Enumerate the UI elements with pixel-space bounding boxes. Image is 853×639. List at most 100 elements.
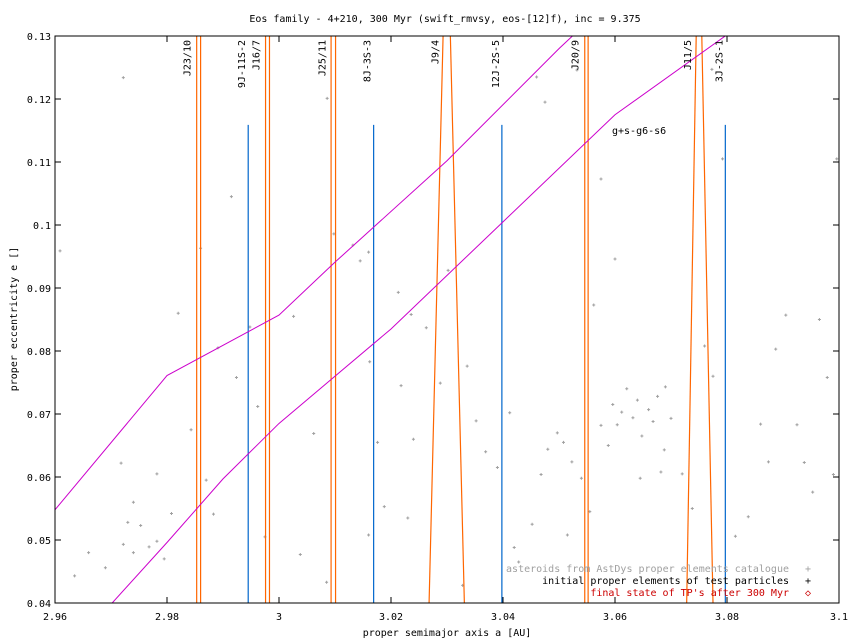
asteroid-point (155, 539, 159, 543)
asteroid-point (831, 472, 835, 476)
asteroid-point (121, 76, 125, 80)
asteroid-point (162, 557, 166, 561)
asteroid-point (358, 259, 362, 263)
asteroid-point (546, 447, 550, 451)
x-tick-label: 3.04 (491, 612, 515, 623)
legend-label: asteroids from AstDys proper elements ca… (506, 564, 789, 575)
asteroid-point (438, 381, 442, 385)
y-tick-label: 0.05 (27, 536, 51, 547)
asteroid-point (73, 574, 77, 578)
asteroid-point (535, 75, 539, 79)
asteroid-point (579, 476, 583, 480)
y-tick-label: 0.11 (27, 158, 51, 169)
asteroid-point (703, 344, 707, 348)
asteroid-point (119, 461, 123, 465)
mmr-left-boundary (428, 36, 444, 603)
x-tick-label: 2.98 (155, 612, 179, 623)
asteroid-point (802, 461, 806, 465)
asteroid-point (399, 384, 403, 388)
asteroid-point (382, 505, 386, 509)
plot-frame (54, 35, 840, 604)
legend-label: initial proper elements of test particle… (542, 576, 789, 587)
asteroid-point (647, 408, 651, 412)
asteroid-point (211, 512, 215, 516)
asteroid-point (396, 290, 400, 294)
x-tick-label: 3.02 (379, 612, 403, 623)
asteroid-point (599, 177, 603, 181)
asteroid-point (620, 410, 624, 414)
asteroid-point (131, 551, 135, 555)
asteroid-point (570, 460, 574, 464)
mmr-label: J23/10 (183, 40, 194, 76)
asteroid-point (680, 472, 684, 476)
asteroid-point (367, 250, 371, 254)
asteroid-point (625, 387, 629, 391)
asteroid-point (368, 360, 372, 364)
asteroid-point (656, 394, 660, 398)
asteroid-point (662, 448, 666, 452)
asteroid-point (710, 67, 714, 71)
asteroid-point (711, 374, 715, 378)
asteroid-point (298, 552, 302, 556)
asteroid-point (640, 434, 644, 438)
asteroid-point (376, 440, 380, 444)
x-tick-label: 2.96 (43, 612, 67, 623)
asteroid-point (131, 500, 135, 504)
asteroid-point (759, 422, 763, 426)
y-tick-label: 0.08 (27, 347, 51, 358)
mmr-left-boundary (686, 36, 697, 603)
asteroid-point (575, 68, 579, 72)
asteroid-point (784, 313, 788, 317)
asteroid-point (746, 515, 750, 519)
three-body-label: 8J-3S-3 (363, 40, 374, 82)
asteroid-point (606, 444, 610, 447)
asteroid-point (446, 268, 450, 272)
asteroid-point (766, 460, 770, 464)
mmr-right-boundary (449, 36, 465, 603)
three-body-label: 12J-2S-5 (491, 40, 502, 88)
mmr-label: J20/9 (570, 40, 581, 70)
asteroid-point (795, 423, 799, 427)
y-axis: 0.04 0.05 0.06 0.07 0.08 0.09 0.1 0.11 0.12 0.13 (27, 32, 839, 610)
asteroid-point (169, 512, 173, 516)
asteroid-point (512, 546, 516, 550)
asteroid-point (495, 466, 499, 470)
legend: asteroids from AstDys proper elements ca… (506, 564, 811, 599)
mean-motion-resonances (196, 36, 714, 603)
asteroid-point (367, 533, 371, 537)
x-axis: 2.96 2.98 3 3.02 3.04 3.06 3.08 3.1 (43, 36, 848, 623)
asteroid-point (325, 580, 329, 584)
asteroid-point (147, 545, 151, 549)
asteroid-point (406, 516, 410, 520)
asteroid-point (638, 476, 642, 480)
three-body-label: 3J-2S-1 (714, 40, 725, 82)
asteroid-point (555, 431, 559, 435)
asteroid-point (690, 507, 694, 510)
asteroid-point (204, 478, 208, 482)
asteroid-point (325, 96, 329, 100)
asteroid-point (659, 470, 663, 474)
chart-title: Eos family - 4+210, 300 Myr (swift_rmvsy… (249, 14, 640, 25)
mmr-right-boundary (701, 36, 714, 603)
three-body-resonances (247, 124, 726, 603)
secular-label: g+s-g6-s6 (612, 126, 666, 137)
asteroid-point (58, 249, 62, 253)
asteroid-point (121, 542, 125, 546)
x-tick-label: 3.06 (603, 612, 627, 623)
x-tick-label: 3 (276, 612, 282, 623)
asteroid-point (256, 404, 260, 408)
asteroid-point (312, 432, 316, 436)
asteroid-point (484, 450, 488, 454)
asteroid-point (825, 375, 829, 379)
x-axis-label: proper semimajor axis a [AU] (363, 628, 532, 639)
secular-resonance (55, 36, 727, 603)
y-tick-label: 0.09 (27, 284, 51, 295)
asteroid-point (543, 100, 547, 104)
asteroid-point (635, 398, 639, 402)
asteroid-point (465, 364, 469, 368)
legend-symbol: + (805, 576, 811, 587)
asteroid-point (835, 157, 839, 161)
asteroid-point (155, 472, 159, 476)
asteroid-point (811, 490, 815, 494)
